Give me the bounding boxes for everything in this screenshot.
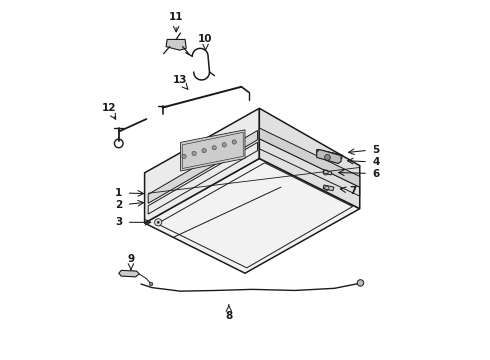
Polygon shape: [323, 185, 334, 191]
Circle shape: [232, 140, 236, 144]
Circle shape: [192, 151, 196, 156]
Circle shape: [357, 280, 364, 286]
Circle shape: [222, 143, 226, 147]
Polygon shape: [166, 40, 186, 50]
Circle shape: [202, 148, 206, 153]
Polygon shape: [259, 128, 360, 187]
Text: 11: 11: [169, 12, 183, 22]
Polygon shape: [317, 149, 342, 158]
Polygon shape: [119, 270, 139, 277]
Polygon shape: [323, 170, 332, 175]
Text: 13: 13: [172, 75, 187, 85]
Text: 6: 6: [372, 168, 380, 179]
Circle shape: [324, 154, 330, 160]
Polygon shape: [317, 149, 341, 163]
Text: 2: 2: [115, 200, 122, 210]
Text: 9: 9: [127, 254, 135, 264]
Text: 4: 4: [372, 157, 380, 167]
Text: 3: 3: [115, 217, 122, 227]
Circle shape: [155, 219, 162, 226]
Polygon shape: [259, 108, 360, 209]
Polygon shape: [145, 108, 259, 223]
Circle shape: [212, 145, 216, 150]
Circle shape: [182, 154, 186, 158]
Polygon shape: [180, 130, 245, 171]
Text: 10: 10: [198, 35, 213, 44]
Polygon shape: [145, 158, 360, 273]
Text: 7: 7: [349, 186, 356, 196]
Text: 12: 12: [101, 103, 116, 113]
Text: 5: 5: [372, 144, 380, 154]
Circle shape: [157, 221, 159, 224]
Polygon shape: [148, 131, 258, 203]
Text: 1: 1: [115, 188, 122, 198]
Text: 8: 8: [225, 311, 232, 320]
Circle shape: [149, 282, 153, 286]
